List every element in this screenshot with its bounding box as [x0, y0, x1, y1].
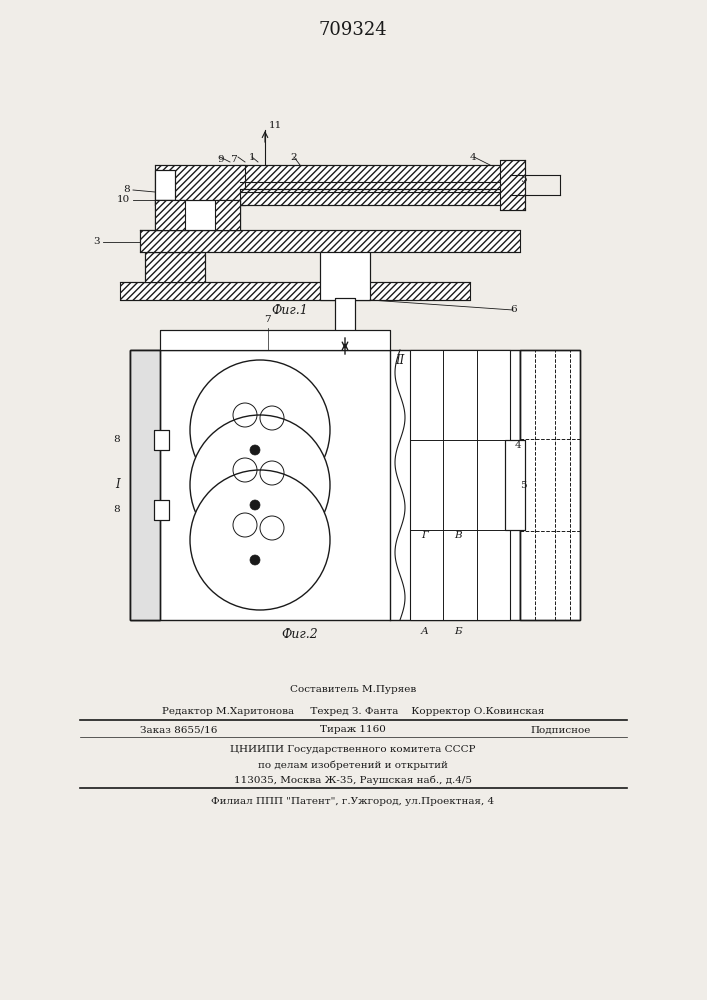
Bar: [155, 200, 240, 230]
Bar: [520, 350, 580, 620]
Bar: [154, 500, 169, 520]
Text: 9  7: 9 7: [218, 155, 238, 164]
Bar: [215, 200, 240, 230]
Text: Фиг.1: Фиг.1: [271, 304, 308, 316]
Text: Филиал ППП "Патент", г.Ужгород, ул.Проектная, 4: Филиал ППП "Патент", г.Ужгород, ул.Проек…: [211, 798, 495, 806]
Text: Тираж 1160: Тираж 1160: [320, 726, 386, 734]
Text: 4: 4: [470, 152, 477, 161]
Text: А: А: [421, 628, 429, 637]
Bar: [154, 500, 169, 520]
Bar: [320, 240, 370, 300]
Text: 5: 5: [520, 481, 527, 489]
Bar: [160, 330, 390, 350]
Bar: [500, 160, 525, 210]
Bar: [154, 430, 169, 450]
Bar: [154, 430, 169, 450]
Circle shape: [190, 360, 330, 500]
Text: Подписное: Подписное: [530, 726, 590, 734]
Bar: [120, 282, 470, 300]
Text: 8: 8: [113, 506, 120, 514]
Text: 10: 10: [117, 196, 130, 205]
Text: 1: 1: [249, 152, 256, 161]
Bar: [140, 230, 520, 252]
Text: 113035, Москва Ж-35, Раушская наб., д.4/5: 113035, Москва Ж-35, Раушская наб., д.4/…: [234, 775, 472, 785]
Text: 5: 5: [520, 176, 527, 184]
Text: 709324: 709324: [319, 21, 387, 39]
Circle shape: [250, 555, 260, 565]
Text: 6: 6: [510, 306, 517, 314]
Text: 3: 3: [93, 237, 100, 246]
Bar: [320, 240, 370, 300]
Text: I: I: [115, 479, 120, 491]
Bar: [240, 165, 510, 190]
Bar: [335, 298, 355, 340]
Bar: [505, 440, 525, 530]
Text: ЦНИИПИ Государственного комитета СССР: ЦНИИПИ Государственного комитета СССР: [230, 746, 476, 754]
Bar: [155, 170, 175, 200]
Bar: [155, 165, 245, 205]
Circle shape: [250, 500, 260, 510]
Text: 11: 11: [269, 120, 282, 129]
Bar: [155, 170, 175, 200]
Bar: [505, 440, 525, 530]
Text: Фиг.2: Фиг.2: [281, 629, 318, 642]
Bar: [240, 189, 510, 205]
Text: II: II: [395, 354, 404, 366]
Text: Заказ 8655/16: Заказ 8655/16: [140, 726, 217, 734]
Bar: [130, 350, 520, 620]
Bar: [160, 330, 390, 350]
Text: Редактор М.Харитонова     Техред З. Фанта    Корректор О.Ковинская: Редактор М.Харитонова Техред З. Фанта Ко…: [162, 708, 544, 716]
Text: Г: Г: [421, 530, 428, 540]
Text: 8: 8: [124, 186, 130, 194]
Text: В: В: [454, 530, 462, 540]
Bar: [520, 350, 580, 620]
Bar: [410, 350, 510, 620]
Text: 8: 8: [113, 436, 120, 444]
Bar: [130, 350, 160, 620]
Text: по делам изобретений и открытий: по делам изобретений и открытий: [258, 760, 448, 770]
Bar: [155, 200, 185, 230]
Circle shape: [190, 470, 330, 610]
Bar: [155, 200, 240, 230]
Bar: [145, 252, 205, 282]
Text: 4: 4: [515, 440, 522, 450]
Bar: [335, 298, 355, 340]
Circle shape: [250, 445, 260, 455]
Circle shape: [190, 415, 330, 555]
Text: 7: 7: [264, 316, 270, 324]
Text: Б: Б: [454, 628, 462, 637]
Text: 2: 2: [290, 152, 297, 161]
Text: Составитель М.Пуряев: Составитель М.Пуряев: [290, 686, 416, 694]
Bar: [130, 350, 160, 620]
